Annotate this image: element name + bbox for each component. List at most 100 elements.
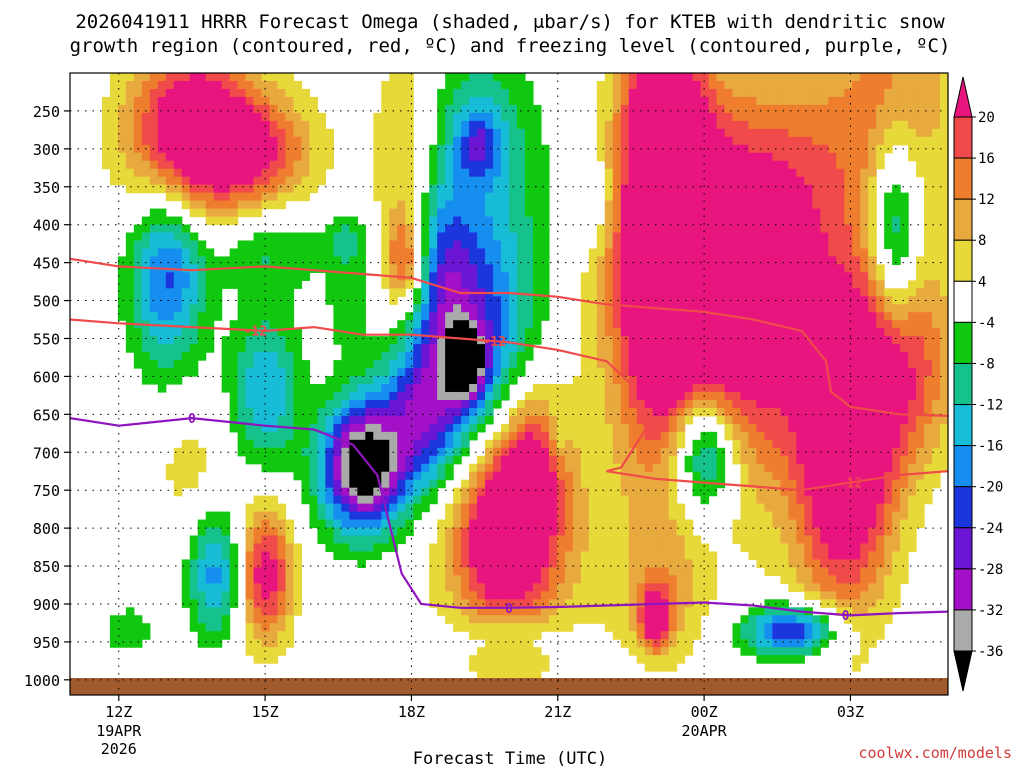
omega-cell: [373, 399, 382, 409]
omega-cell: [684, 312, 694, 321]
omega-cell: [189, 176, 199, 186]
omega-cell: [141, 128, 151, 138]
omega-cell: [788, 415, 797, 425]
omega-cell: [469, 591, 478, 600]
omega-cell: [197, 192, 207, 202]
omega-cell: [532, 623, 542, 632]
omega-cell: [788, 304, 797, 313]
omega-cell: [325, 376, 334, 385]
omega-cell: [764, 607, 773, 616]
omega-cell: [540, 240, 550, 250]
omega-cell: [389, 192, 398, 202]
omega-cell: [437, 479, 446, 489]
omega-cell: [173, 256, 183, 265]
omega-cell: [461, 160, 470, 170]
omega-cell: [684, 73, 694, 82]
omega-cell: [469, 168, 478, 178]
omega-cell: [820, 176, 829, 186]
omega-cell: [333, 296, 342, 305]
omega-cell: [716, 144, 726, 154]
omega-cell: [501, 120, 510, 130]
omega-cell: [477, 224, 486, 234]
omega-cell: [333, 471, 342, 481]
omega-cell: [676, 423, 686, 433]
omega-cell: [532, 112, 542, 122]
omega-cell: [564, 415, 574, 425]
omega-cell: [644, 176, 654, 186]
omega-cell: [652, 192, 662, 202]
omega-cell: [229, 128, 239, 138]
omega-cell: [437, 200, 446, 210]
omega-cell: [293, 128, 303, 138]
omega-cell: [293, 463, 303, 473]
omega-cell: [269, 495, 279, 505]
omega-cell: [245, 607, 255, 616]
omega-cell: [676, 431, 686, 441]
omega-cell: [277, 160, 287, 170]
omega-cell: [796, 455, 805, 465]
omega-cell: [221, 104, 231, 114]
omega-cell: [237, 328, 247, 337]
omega-cell: [612, 503, 622, 513]
omega-cell: [213, 256, 223, 265]
omega-cell: [285, 535, 295, 545]
omega-cell: [708, 455, 718, 465]
omega-cell: [285, 415, 295, 425]
omega-cell: [540, 551, 550, 561]
omega-cell: [636, 304, 646, 313]
omega-cell: [700, 240, 710, 250]
omega-cell: [117, 96, 127, 106]
omega-cell: [644, 527, 654, 537]
omega-cell: [453, 88, 462, 98]
omega-cell: [732, 352, 742, 361]
omega-cell: [445, 192, 454, 202]
omega-cell: [213, 623, 223, 632]
omega-cell: [197, 184, 207, 194]
omega-cell: [700, 487, 710, 497]
omega-cell: [668, 360, 678, 369]
omega-cell: [628, 607, 638, 616]
omega-cell: [708, 399, 718, 409]
omega-cell: [437, 104, 446, 114]
omega-cell: [477, 320, 486, 329]
omega-cell: [245, 256, 255, 265]
omega-cell: [628, 176, 638, 186]
omega-cell: [309, 455, 319, 465]
omega-cell: [820, 471, 829, 481]
omega-cell: [820, 280, 829, 289]
omega-cell: [588, 447, 598, 457]
omega-cell: [141, 160, 151, 170]
omega-cell: [532, 431, 542, 441]
omega-cell: [676, 583, 686, 592]
omega-cell: [341, 256, 350, 265]
omega-cell: [421, 296, 430, 305]
omega-cell: [532, 336, 542, 345]
omega-cell: [780, 415, 789, 425]
omega-cell: [660, 639, 670, 648]
omega-cell: [788, 511, 797, 521]
omega-cell: [277, 415, 287, 425]
omega-cell: [652, 559, 662, 569]
omega-cell: [572, 455, 582, 465]
omega-cell: [748, 128, 758, 138]
omega-cell: [596, 591, 606, 600]
omega-cell: [540, 447, 550, 457]
omega-cell: [173, 224, 183, 234]
omega-cell: [740, 112, 750, 122]
omega-cell: [652, 487, 662, 497]
omega-cell: [700, 391, 710, 401]
omega-cell: [429, 591, 438, 600]
omega-cell: [700, 495, 710, 505]
omega-cell: [524, 615, 534, 624]
omega-cell: [133, 360, 143, 369]
omega-cell: [620, 607, 630, 616]
omega-cell: [317, 511, 327, 521]
omega-cell: [620, 160, 630, 170]
omega-cell: [261, 88, 271, 98]
omega-cell: [429, 184, 438, 194]
omega-cell: [381, 479, 390, 489]
omega-cell: [437, 535, 446, 545]
omega-cell: [293, 160, 303, 170]
omega-cell: [652, 136, 662, 146]
omega-cell: [676, 391, 686, 401]
